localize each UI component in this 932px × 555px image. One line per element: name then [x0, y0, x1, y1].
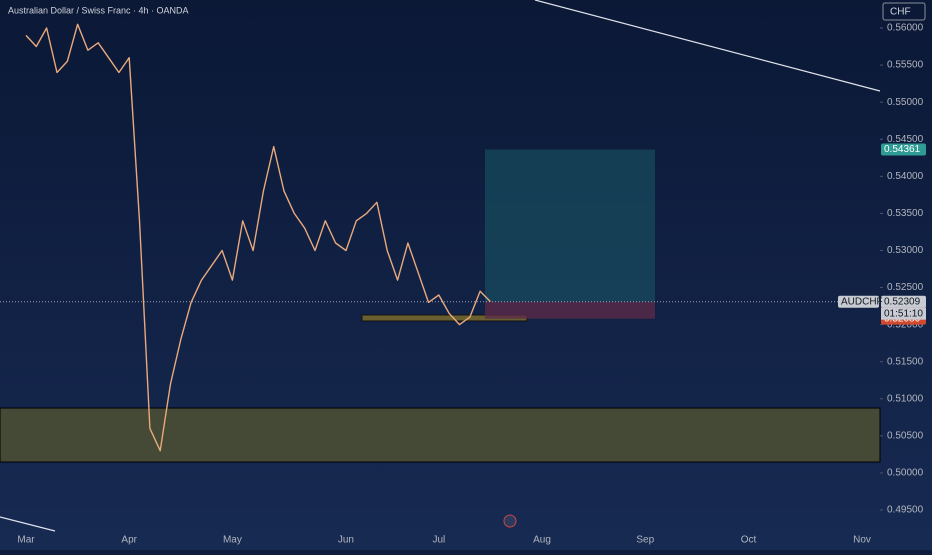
y-tick-label: 0.56000 — [887, 23, 924, 34]
target-area — [485, 149, 655, 302]
symbol-box — [838, 295, 879, 308]
price-line — [25, 23, 491, 452]
y-tick-label: 0.50500 — [887, 430, 924, 441]
y-tick-label: 0.52000 — [887, 319, 924, 330]
y-tick-label: 0.49500 — [887, 505, 924, 516]
x-tick-label: Aug — [533, 535, 551, 546]
price-badge-label: 0.54361 — [884, 144, 921, 155]
y-tick-label: 0.53000 — [887, 245, 924, 256]
symbol-label: AUDCHF — [841, 296, 883, 307]
y-tick-label: 0.53500 — [887, 208, 924, 219]
x-tick-label: Mar — [17, 535, 35, 546]
countdown-box — [881, 307, 926, 320]
event-icon — [503, 514, 517, 528]
y-tick-label: 0.52500 — [887, 282, 924, 293]
y-tick-label: 0.54000 — [887, 171, 924, 182]
y-tick-label: 0.54500 — [887, 134, 924, 145]
y-tick-label: 0.51000 — [887, 393, 924, 404]
x-tick-label: Apr — [121, 535, 137, 546]
countdown: 01:51:10 — [884, 308, 923, 319]
plot — [0, 23, 881, 463]
trend-line — [534, 0, 881, 92]
currency: CHF — [890, 7, 911, 18]
x-tick-label: Jun — [338, 535, 354, 546]
chart-title: Australian Dollar / Swiss Franc · 4h · O… — [8, 5, 189, 15]
y-tick-label: 0.51500 — [887, 356, 924, 367]
price-badge — [881, 295, 926, 308]
x-tick-label: Nov — [853, 535, 871, 546]
y-tick-label: 0.50000 — [887, 468, 924, 479]
y-tick-label: 0.55000 — [887, 97, 924, 108]
zone — [0, 407, 881, 463]
price-badge — [881, 143, 926, 156]
stop-area — [485, 301, 655, 319]
y-tick-label: 0.55500 — [887, 60, 924, 71]
x-tick-label: May — [223, 535, 242, 546]
x-tick-label: Jul — [432, 535, 445, 546]
x-tick-label: Sep — [636, 535, 654, 546]
trend-line — [0, 516, 56, 532]
price-badge-label: 0.52309 — [884, 296, 921, 307]
x-tick-label: Oct — [741, 535, 757, 546]
currency-box — [882, 2, 926, 21]
